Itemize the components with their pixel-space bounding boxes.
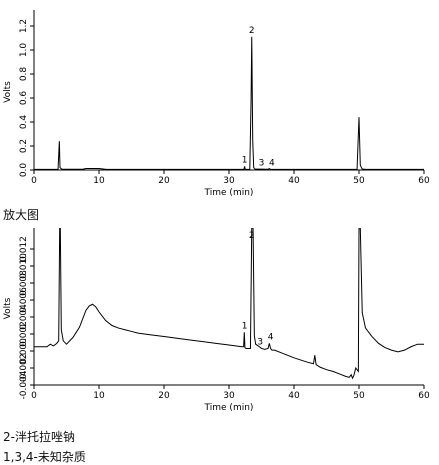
full-x-tick-label: 30 [223,176,235,186]
full-x-tick-label: 40 [288,176,300,186]
zoom-x-tick-label: 40 [288,391,300,401]
full-y-tick-label: 0.0 [19,163,29,178]
full-y-tick-label: 0.2 [19,139,29,153]
full-y-tick-label: 0.6 [19,91,29,106]
zoom-y-tick-label: 0.006 [19,287,29,313]
chromatogram-full: 0 10 20 30 40 50 60 0.0 0.2 0.4 0.6 0.8 1.0 1.2 Time (… [3,10,430,198]
full-x-axis-title: Time (min) [204,188,254,198]
zoom-peak-label-4: 4 [268,332,274,342]
full-y-tick-label: 0.4 [19,115,29,130]
zoom-peak-label-1: 1 [242,321,248,331]
full-y-tick-label: 1.0 [19,43,29,58]
impurity-note: 1,3,4-未知杂质 [3,450,86,464]
full-peak-label-1: 1 [242,155,248,165]
zoom-caption: 放大图 [3,208,40,222]
full-y-axis-title: Volts [3,81,13,103]
zoom-y-tick-label: 0.008 [19,270,29,296]
zoom-x-tick-label: 50 [353,391,365,401]
full-peak-label-2: 2 [249,26,255,36]
zoom-trace [34,228,424,380]
zoom-peak-label-2: 2 [249,231,255,241]
full-peak-label-4: 4 [269,158,275,168]
chromatogram-zoomed: 0 10 20 30 40 50 60 -0.004-0.0020.0000.0020.004… [3,228,430,413]
full-trace [34,36,424,170]
zoom-y-tick-label: 0.010 [19,253,29,279]
zoom-y-tick-label: -0.004 [19,370,29,399]
full-x-tick-label: 60 [418,176,430,186]
full-y-tick-label: 1.2 [19,19,29,33]
full-y-tick-label: 0.8 [19,67,29,82]
zoom-x-tick-label: 60 [418,391,430,401]
zoom-y-tick-label: -0.002 [19,353,29,382]
full-x-tick-label: 50 [353,176,365,186]
zoom-x-tick-label: 30 [223,391,235,401]
zoom-x-tick-label: 10 [93,391,105,401]
zoom-x-tick-label: 20 [158,391,170,401]
zoom-x-tick-label: 0 [31,391,37,401]
zoom-y-tick-label: 0.000 [19,338,29,364]
zoom-x-axis-title: Time (min) [204,403,254,413]
zoom-y-tick-label: 0.002 [19,321,29,347]
peak-2-note: 2-泮托拉唑钠 [3,430,75,444]
zoom-y-axis-title: Volts [3,297,13,319]
zoom-y-tick-label: 0.012 [19,236,29,262]
full-x-tick-label: 0 [31,176,37,186]
zoom-y-tick-label: 0.004 [19,304,29,330]
full-x-tick-label: 10 [93,176,105,186]
full-peak-label-3: 3 [259,158,265,168]
full-x-tick-label: 20 [158,176,170,186]
zoom-peak-label-3: 3 [257,337,263,347]
